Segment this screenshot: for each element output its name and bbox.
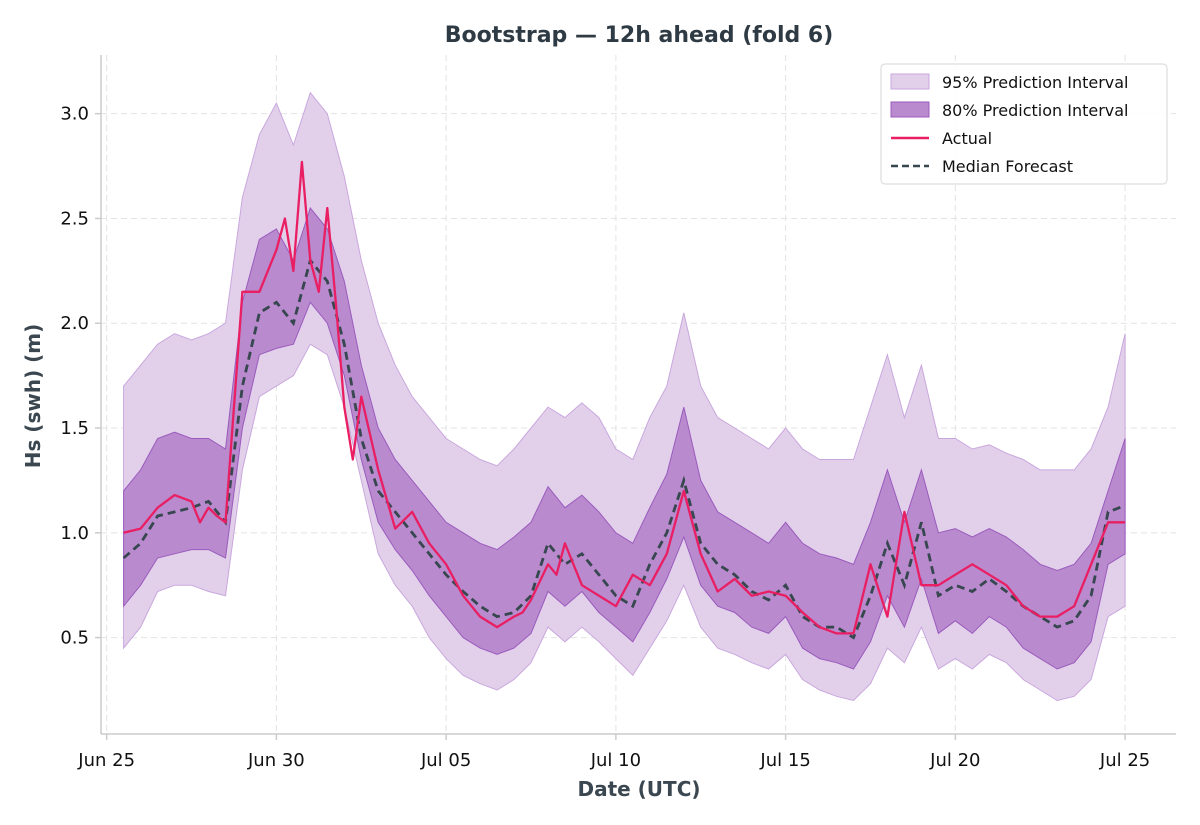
y-tick-label: 1.5: [60, 418, 89, 439]
y-tick-label: 2.0: [60, 313, 89, 334]
legend-frame: [880, 63, 1168, 185]
y-tick-label: 3.0: [60, 104, 89, 125]
legend-label-pi80: 80% Prediction Interval: [942, 101, 1129, 120]
legend-swatch-pi80: [890, 101, 930, 118]
legend-label-actual: Actual: [942, 129, 992, 148]
y-axis-label: Hs (swh) (m): [21, 324, 45, 469]
x-tick-label: Jul 15: [759, 750, 810, 771]
y-axis-ticks: 0.5 1.0 1.5 2.0 2.5 3.0: [60, 104, 101, 649]
x-axis-label: Date (UTC): [577, 777, 700, 801]
actual-line: [123, 160, 1126, 635]
x-axis-ticks: Jun 25 Jun 30 Jul 05 Jul 10 Jul 15 Jul 20 Jul …: [77, 734, 1150, 771]
x-tick-label: Jul 25: [1099, 750, 1150, 771]
x-tick-label: Jun 30: [247, 750, 305, 771]
legend: 95% Prediction Interval 80% Prediction I…: [880, 63, 1168, 185]
chart-title: Bootstrap — 12h ahead (fold 6): [445, 23, 834, 48]
x-tick-label: Jul 20: [929, 750, 980, 771]
plot-area: [122, 91, 1126, 702]
y-tick-label: 1.0: [60, 523, 89, 544]
x-tick-label: Jul 10: [590, 750, 641, 771]
x-tick-label: Jun 25: [77, 750, 135, 771]
y-tick-label: 2.5: [60, 208, 89, 229]
median-forecast-line: [122, 257, 1126, 640]
legend-swatch-pi95: [890, 73, 930, 90]
legend-label-median: Median Forecast: [942, 157, 1073, 176]
pi80-band: [123, 206, 1126, 670]
x-tick-label: Jul 05: [420, 750, 471, 771]
y-tick-label: 0.5: [60, 628, 89, 649]
legend-label-pi95: 95% Prediction Interval: [942, 73, 1129, 92]
